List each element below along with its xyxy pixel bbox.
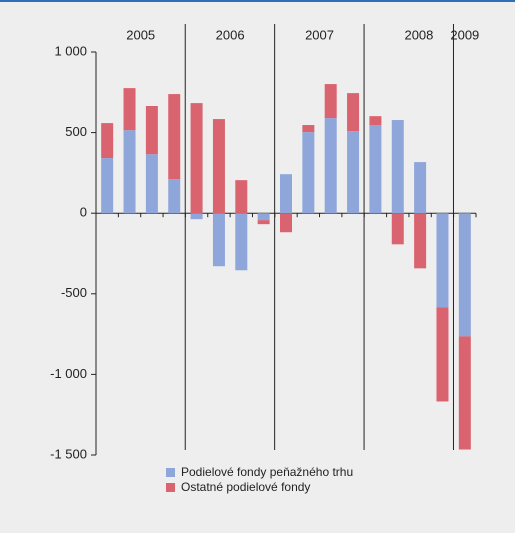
bar xyxy=(324,118,337,214)
bar xyxy=(458,213,471,337)
bar xyxy=(436,213,449,308)
top-border xyxy=(0,0,515,2)
bar xyxy=(145,106,158,155)
group-label: 2009 xyxy=(450,27,479,42)
bar xyxy=(347,131,360,214)
bar xyxy=(302,125,315,133)
y-tick-label: 0 xyxy=(80,205,87,220)
bar xyxy=(257,220,270,225)
bar xyxy=(212,213,225,267)
bar xyxy=(123,88,136,131)
y-tick-label: -1 500 xyxy=(50,446,87,461)
bar xyxy=(190,103,203,214)
legend-label: Ostatné podielové fondy xyxy=(181,480,310,494)
bar xyxy=(257,213,270,221)
bar xyxy=(235,180,248,214)
bar xyxy=(414,162,427,214)
bar xyxy=(436,307,449,402)
bar xyxy=(280,174,292,214)
bar xyxy=(101,158,114,214)
group-label: 2008 xyxy=(404,27,433,42)
bar xyxy=(324,84,337,119)
legend-swatch xyxy=(166,468,175,477)
bar xyxy=(347,93,360,132)
bar xyxy=(391,120,404,214)
bar xyxy=(123,130,136,214)
bar xyxy=(190,213,203,220)
group-label: 2007 xyxy=(305,27,334,42)
bar xyxy=(369,116,382,126)
bar xyxy=(235,213,248,271)
y-tick-label: -500 xyxy=(61,285,87,300)
bar xyxy=(101,123,114,159)
bar xyxy=(414,213,427,269)
bar xyxy=(168,94,181,180)
group-label: 2006 xyxy=(216,27,245,42)
legend-label: Podielové fondy peňažného trhu xyxy=(181,465,353,479)
y-tick-label: 1 000 xyxy=(54,43,87,58)
legend-swatch xyxy=(166,483,175,492)
bar xyxy=(458,336,471,450)
bar xyxy=(145,154,158,214)
bar xyxy=(302,132,315,214)
bar xyxy=(168,179,181,214)
bar xyxy=(391,213,404,245)
y-tick-label: 500 xyxy=(65,124,87,139)
bar xyxy=(280,213,292,233)
group-label: 2005 xyxy=(126,27,155,42)
bar xyxy=(369,125,382,214)
y-tick-label: -1 000 xyxy=(50,366,87,381)
bar xyxy=(212,119,225,214)
